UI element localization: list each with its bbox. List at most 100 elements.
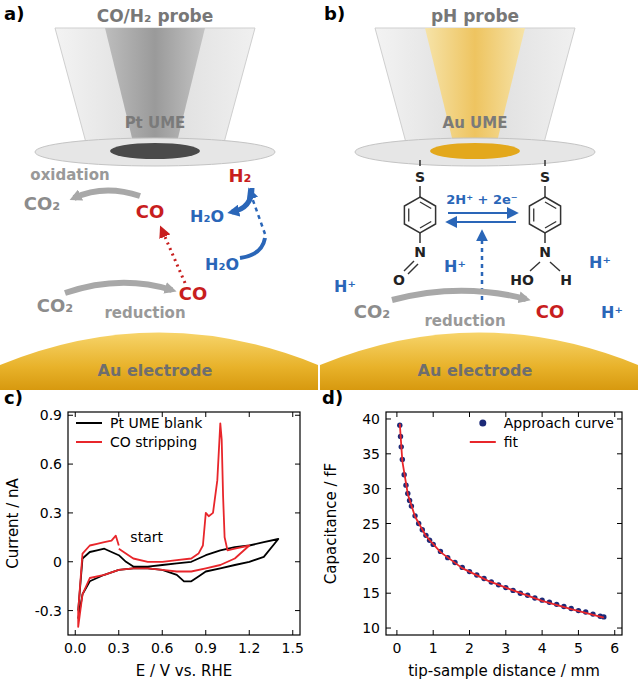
ring [529, 197, 560, 233]
y-tick [386, 593, 391, 594]
x-tick-label: 0.0 [64, 640, 86, 656]
ume-surface [430, 143, 520, 159]
atom-label: O [393, 272, 405, 288]
double-bond [420, 202, 431, 209]
y-tick [617, 558, 622, 559]
ring [404, 197, 435, 233]
y-tick-label: 35 [362, 446, 380, 462]
arrow [232, 188, 252, 212]
x-tick-label: 6 [610, 640, 619, 656]
legend: Approach curve fit [470, 415, 614, 450]
y-tick [617, 628, 622, 629]
atom-label: HO [510, 272, 534, 288]
y-tick-label: 0.3 [40, 505, 62, 521]
y-tick [68, 415, 73, 416]
species-label: CO [179, 283, 208, 304]
probe-glass [375, 28, 575, 150]
y-tick-label: 0.9 [40, 407, 62, 423]
y-tick [617, 453, 622, 454]
species-label: CO₂ [37, 295, 73, 316]
y-tick-label: 0.6 [40, 456, 62, 472]
x-tick [162, 630, 163, 635]
arrow [392, 291, 526, 300]
species-label: reduction [104, 304, 185, 322]
legend-label: fit [504, 434, 519, 450]
legend-key [76, 441, 102, 443]
y-tick [68, 512, 73, 513]
data-area [397, 423, 606, 620]
x-tick [578, 630, 579, 635]
x-tick [205, 412, 206, 417]
y-tick-label: 40 [362, 411, 380, 427]
x-tick [396, 630, 397, 635]
y-tick-label: 20 [362, 550, 380, 566]
x-tick [469, 412, 470, 417]
data-area [78, 423, 278, 627]
panel-letter: b) [324, 3, 345, 24]
series-line [78, 539, 278, 619]
species-label: 2H⁺ + 2e⁻ [446, 192, 517, 207]
y-tick [68, 464, 73, 465]
panel-letter: d) [322, 387, 343, 408]
y-tick-label: -0.3 [35, 603, 62, 619]
ume-surface [110, 143, 200, 159]
x-tick [614, 412, 615, 417]
annotation: start [130, 529, 163, 545]
species-label: H₂O [190, 207, 224, 226]
panel-letter: a) [4, 3, 24, 24]
y-tick [617, 488, 622, 489]
x-tick-label: 1.5 [282, 640, 304, 656]
x-tick-label: 0.3 [108, 640, 130, 656]
x-tick-label: 0.9 [195, 640, 217, 656]
x-tick [292, 630, 293, 635]
panel-title: pH probe [431, 6, 519, 26]
y-tick [386, 558, 391, 559]
y-tick [386, 628, 391, 629]
species-label: H⁺ [601, 303, 623, 322]
bond [544, 160, 546, 166]
x-tick [75, 630, 76, 635]
species-label: H⁺ [334, 277, 356, 296]
x-tick [292, 412, 293, 417]
series-line [400, 424, 604, 618]
x-tick-label: 2 [465, 640, 474, 656]
y-tick [295, 610, 300, 611]
x-axis-title: tip-sample distance / mm [408, 662, 600, 680]
x-tick [433, 630, 434, 635]
y-tick [68, 610, 73, 611]
x-tick-label: 4 [538, 640, 547, 656]
arrow [65, 283, 172, 293]
legend-key [76, 422, 102, 424]
x-tick [75, 412, 76, 417]
atom-label: N [539, 244, 551, 260]
electrode-label: Au electrode [418, 361, 533, 380]
legend: Pt UME blankCO stripping [76, 415, 203, 450]
arrow [162, 230, 185, 283]
species-label: H⁺ [589, 253, 611, 272]
legend-label: Approach curve [504, 415, 614, 431]
plot-frame [386, 412, 622, 635]
double-bond [420, 222, 431, 229]
y-axis-title: Current / nA [4, 477, 22, 568]
y-tick [295, 561, 300, 562]
probe-wire [425, 28, 525, 142]
bond [544, 233, 546, 243]
species-label: H⁺ [444, 257, 466, 276]
x-tick-label: 3 [501, 640, 510, 656]
panel-title: CO/H₂ probe [97, 6, 214, 26]
arrow [240, 238, 265, 258]
arrow [74, 190, 140, 198]
double-bond [545, 202, 556, 209]
bond [544, 186, 546, 197]
double-bond [545, 222, 556, 229]
y-tick-label: 15 [362, 585, 380, 601]
x-tick [249, 630, 250, 635]
y-tick [386, 523, 391, 524]
species-label: oxidation [30, 166, 109, 184]
atom-label: S [415, 169, 425, 185]
probe-label: Pt UME [125, 114, 186, 132]
electrode [0, 333, 318, 391]
x-tick [505, 630, 506, 635]
double-bond [408, 209, 409, 222]
figure: a) CO/H₂ probe Pt UME Au electrode oxidation… [0, 0, 638, 686]
